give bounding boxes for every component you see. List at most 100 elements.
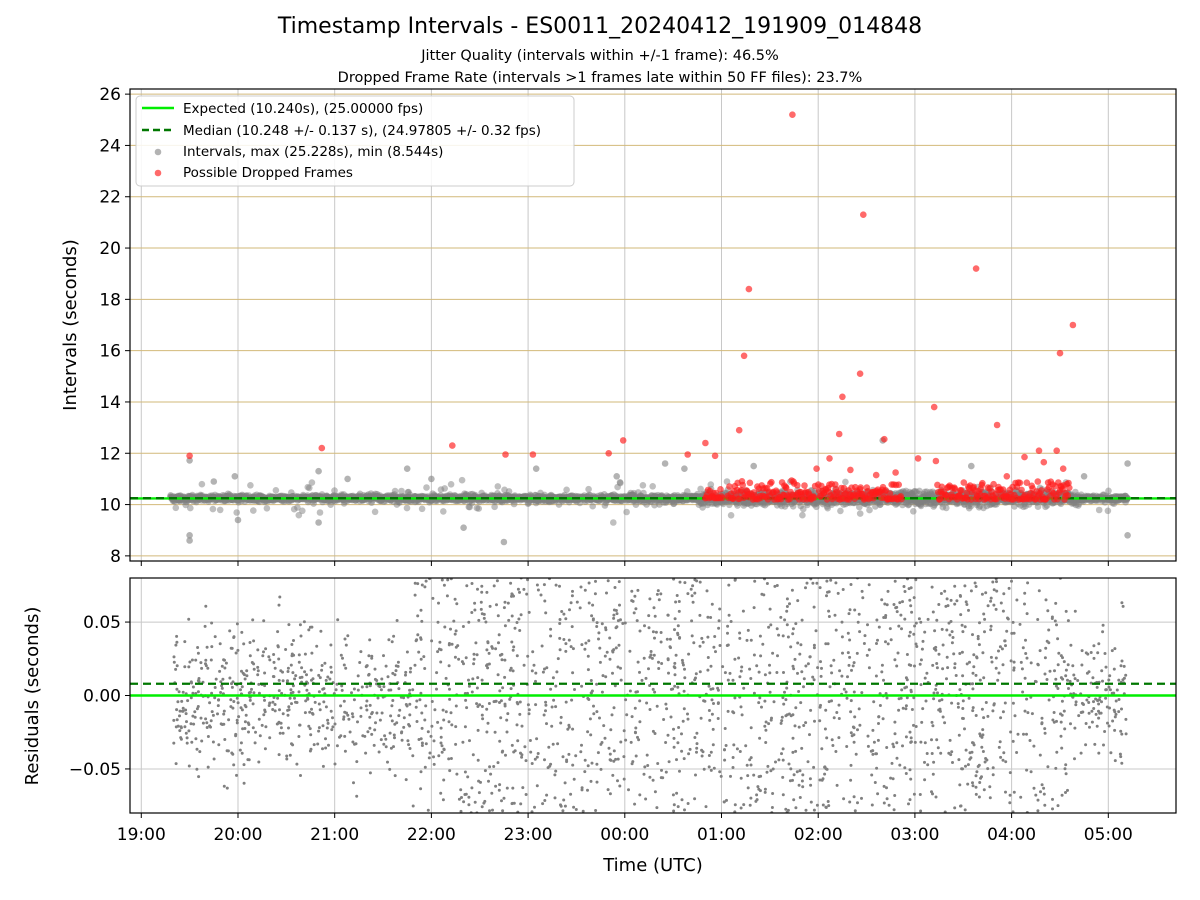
intervals-y-tick-label: 22 xyxy=(99,188,121,208)
residual-point xyxy=(408,670,412,674)
dropped-frame-point xyxy=(745,285,753,293)
residual-point xyxy=(1013,714,1017,718)
residual-point xyxy=(856,801,859,805)
intervals-y-tick-label: 18 xyxy=(99,290,121,310)
residual-point xyxy=(856,728,859,732)
residual-point xyxy=(200,739,204,743)
residual-point xyxy=(595,682,599,686)
residual-point xyxy=(795,770,799,774)
legend-intervals-marker xyxy=(154,148,162,156)
residual-point xyxy=(635,619,639,623)
residual-point xyxy=(366,730,370,734)
residual-point xyxy=(1120,732,1124,736)
residual-point xyxy=(397,714,401,718)
residual-point xyxy=(630,589,634,593)
residual-point xyxy=(958,652,962,655)
residual-point xyxy=(806,662,810,666)
residual-point xyxy=(413,581,417,585)
residual-point xyxy=(303,652,307,656)
intervals-y-tick-label: 14 xyxy=(99,393,121,413)
residual-point xyxy=(886,589,890,593)
residual-point xyxy=(180,699,184,703)
residual-point xyxy=(340,684,344,688)
dropped-frame-point xyxy=(739,481,746,489)
residual-point xyxy=(613,586,617,589)
residual-point xyxy=(217,698,220,702)
residual-point xyxy=(497,633,501,637)
residual-point xyxy=(1084,743,1088,747)
residual-point xyxy=(693,591,697,595)
residual-point xyxy=(1011,810,1015,813)
residual-point xyxy=(1012,631,1016,635)
residual-point xyxy=(183,665,187,669)
residual-point xyxy=(800,670,804,674)
residual-point xyxy=(857,612,861,616)
residual-point xyxy=(1112,667,1116,671)
residual-point xyxy=(753,579,757,583)
residual-point xyxy=(971,706,975,710)
residual-point xyxy=(652,653,656,657)
residual-point xyxy=(836,591,840,595)
residual-point xyxy=(672,803,676,807)
residual-point xyxy=(439,741,443,745)
residual-point xyxy=(591,617,595,621)
residual-point xyxy=(899,613,903,617)
residual-point xyxy=(997,649,1000,653)
residual-point xyxy=(655,806,659,810)
residual-point xyxy=(583,647,587,651)
residual-point xyxy=(509,687,513,691)
residual-point xyxy=(837,717,841,720)
residual-point xyxy=(611,650,615,654)
residual-point xyxy=(464,792,468,796)
interval-point xyxy=(186,537,193,544)
residual-point xyxy=(755,664,759,668)
residual-point xyxy=(931,610,935,614)
residual-point xyxy=(203,624,207,628)
residual-point xyxy=(462,662,465,666)
residual-point xyxy=(342,717,346,721)
residual-point xyxy=(453,655,457,659)
residual-point xyxy=(570,594,574,598)
residual-point xyxy=(1054,766,1058,770)
residual-point xyxy=(289,688,293,692)
residual-point xyxy=(1025,656,1029,660)
residual-point xyxy=(1015,751,1019,754)
residual-point xyxy=(777,758,781,762)
residual-point xyxy=(940,627,944,631)
residual-point xyxy=(623,621,627,625)
residual-point xyxy=(798,796,802,799)
residual-point xyxy=(714,650,717,654)
residual-point xyxy=(307,724,311,728)
intervals-x-tickmarks xyxy=(140,561,1109,566)
residual-point xyxy=(866,734,870,738)
residual-point xyxy=(492,584,496,588)
residual-point xyxy=(480,713,484,717)
residual-point xyxy=(209,725,212,729)
residual-point xyxy=(560,610,564,613)
residual-point xyxy=(988,796,992,800)
residual-point xyxy=(738,636,742,640)
residual-point xyxy=(1004,760,1008,764)
residual-point xyxy=(436,720,440,724)
interval-point xyxy=(1034,503,1042,511)
residual-point xyxy=(930,738,933,742)
residual-point xyxy=(1100,700,1103,704)
interval-point xyxy=(428,475,435,483)
residual-point xyxy=(938,699,941,703)
dropped-frame-point xyxy=(1016,479,1024,487)
residual-point xyxy=(903,617,907,621)
residual-point xyxy=(801,785,805,789)
residual-point xyxy=(893,794,897,797)
residual-point xyxy=(673,628,676,632)
residual-point xyxy=(534,671,538,675)
residual-point xyxy=(830,699,833,703)
residual-point xyxy=(953,584,957,588)
residual-point xyxy=(1073,677,1077,681)
residual-point xyxy=(908,798,912,802)
residual-point xyxy=(1087,701,1091,704)
residual-point xyxy=(870,803,874,807)
residual-point xyxy=(1066,663,1070,667)
residual-point xyxy=(262,619,266,623)
residual-point xyxy=(586,730,590,734)
residual-point xyxy=(636,660,640,664)
